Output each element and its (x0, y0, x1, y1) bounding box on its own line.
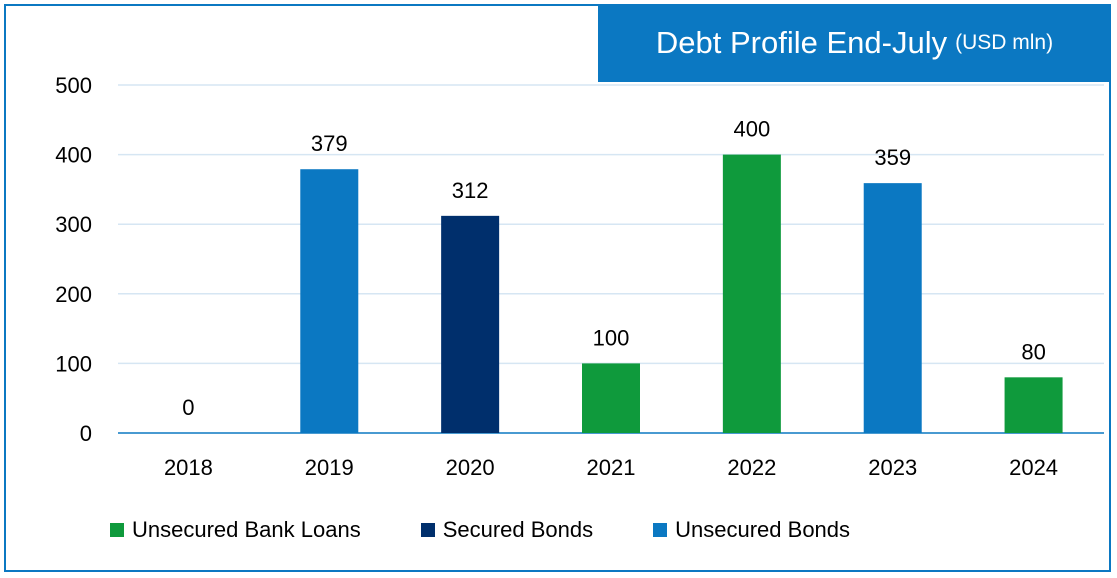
x-axis-ticks: 2018 2019 2020 2021 2022 2023 2024 (164, 455, 1058, 480)
chart-title-box: Debt Profile End-July (USD mln) (598, 4, 1111, 82)
chart-legend: Unsecured Bank Loans Secured Bonds Unsec… (110, 515, 910, 545)
y-tick-label-300: 300 (55, 212, 92, 237)
chart-title: Debt Profile End-July (655, 25, 948, 60)
legend-item-unsecured-bonds: Unsecured Bonds (653, 517, 850, 543)
y-tick-label-400: 400 (55, 143, 92, 168)
chart-frame (4, 4, 1111, 572)
bar-2021 (582, 363, 640, 433)
bar-2023 (863, 183, 922, 433)
x-tick-label-2019: 2019 (305, 455, 354, 480)
y-tick-label-200: 200 (55, 282, 92, 307)
y-axis-ticks: 0 100 200 300 400 500 (55, 73, 92, 446)
bar-2024 (1004, 377, 1063, 433)
data-label-2020: 312 (452, 178, 489, 203)
bars (300, 154, 1063, 433)
legend-label-secured-bonds: Secured Bonds (442, 517, 594, 542)
data-label-2021: 100 (593, 325, 630, 350)
x-tick-label-2018: 2018 (164, 455, 213, 480)
legend-swatch-unsecured-bonds (653, 523, 668, 537)
data-label-2018: 0 (182, 395, 194, 420)
data-label-2023: 359 (874, 145, 911, 170)
x-tick-label-2023: 2023 (868, 455, 917, 480)
bar-2022 (722, 154, 781, 433)
y-tick-label-0: 0 (80, 421, 92, 446)
data-label-2019: 379 (311, 131, 348, 156)
y-tick-label-100: 100 (55, 351, 92, 376)
bar-2020 (441, 215, 500, 433)
value-labels: 0 379 312 100 400 359 80 (182, 117, 1046, 420)
legend-item-unsecured-bank-loans: Unsecured Bank Loans (110, 517, 361, 543)
legend-item-secured-bonds: Secured Bonds (420, 517, 594, 543)
legend-label-unsecured-bonds: Unsecured Bonds (675, 517, 851, 542)
legend-swatch-secured-bonds (420, 523, 435, 537)
data-label-2022: 400 (733, 117, 770, 142)
x-tick-label-2021: 2021 (587, 455, 636, 480)
legend-swatch-unsecured-bank-loans (110, 523, 124, 537)
bar-2019 (300, 169, 359, 433)
x-tick-label-2022: 2022 (727, 455, 776, 480)
chart-title-unit: (USD mln) (955, 31, 1054, 54)
x-tick-label-2024: 2024 (1009, 455, 1058, 480)
legend-label-unsecured-bank-loans: Unsecured Bank Loans (132, 517, 361, 542)
y-tick-label-500: 500 (55, 73, 92, 98)
data-label-2024: 80 (1021, 339, 1045, 364)
x-tick-label-2020: 2020 (446, 455, 495, 480)
